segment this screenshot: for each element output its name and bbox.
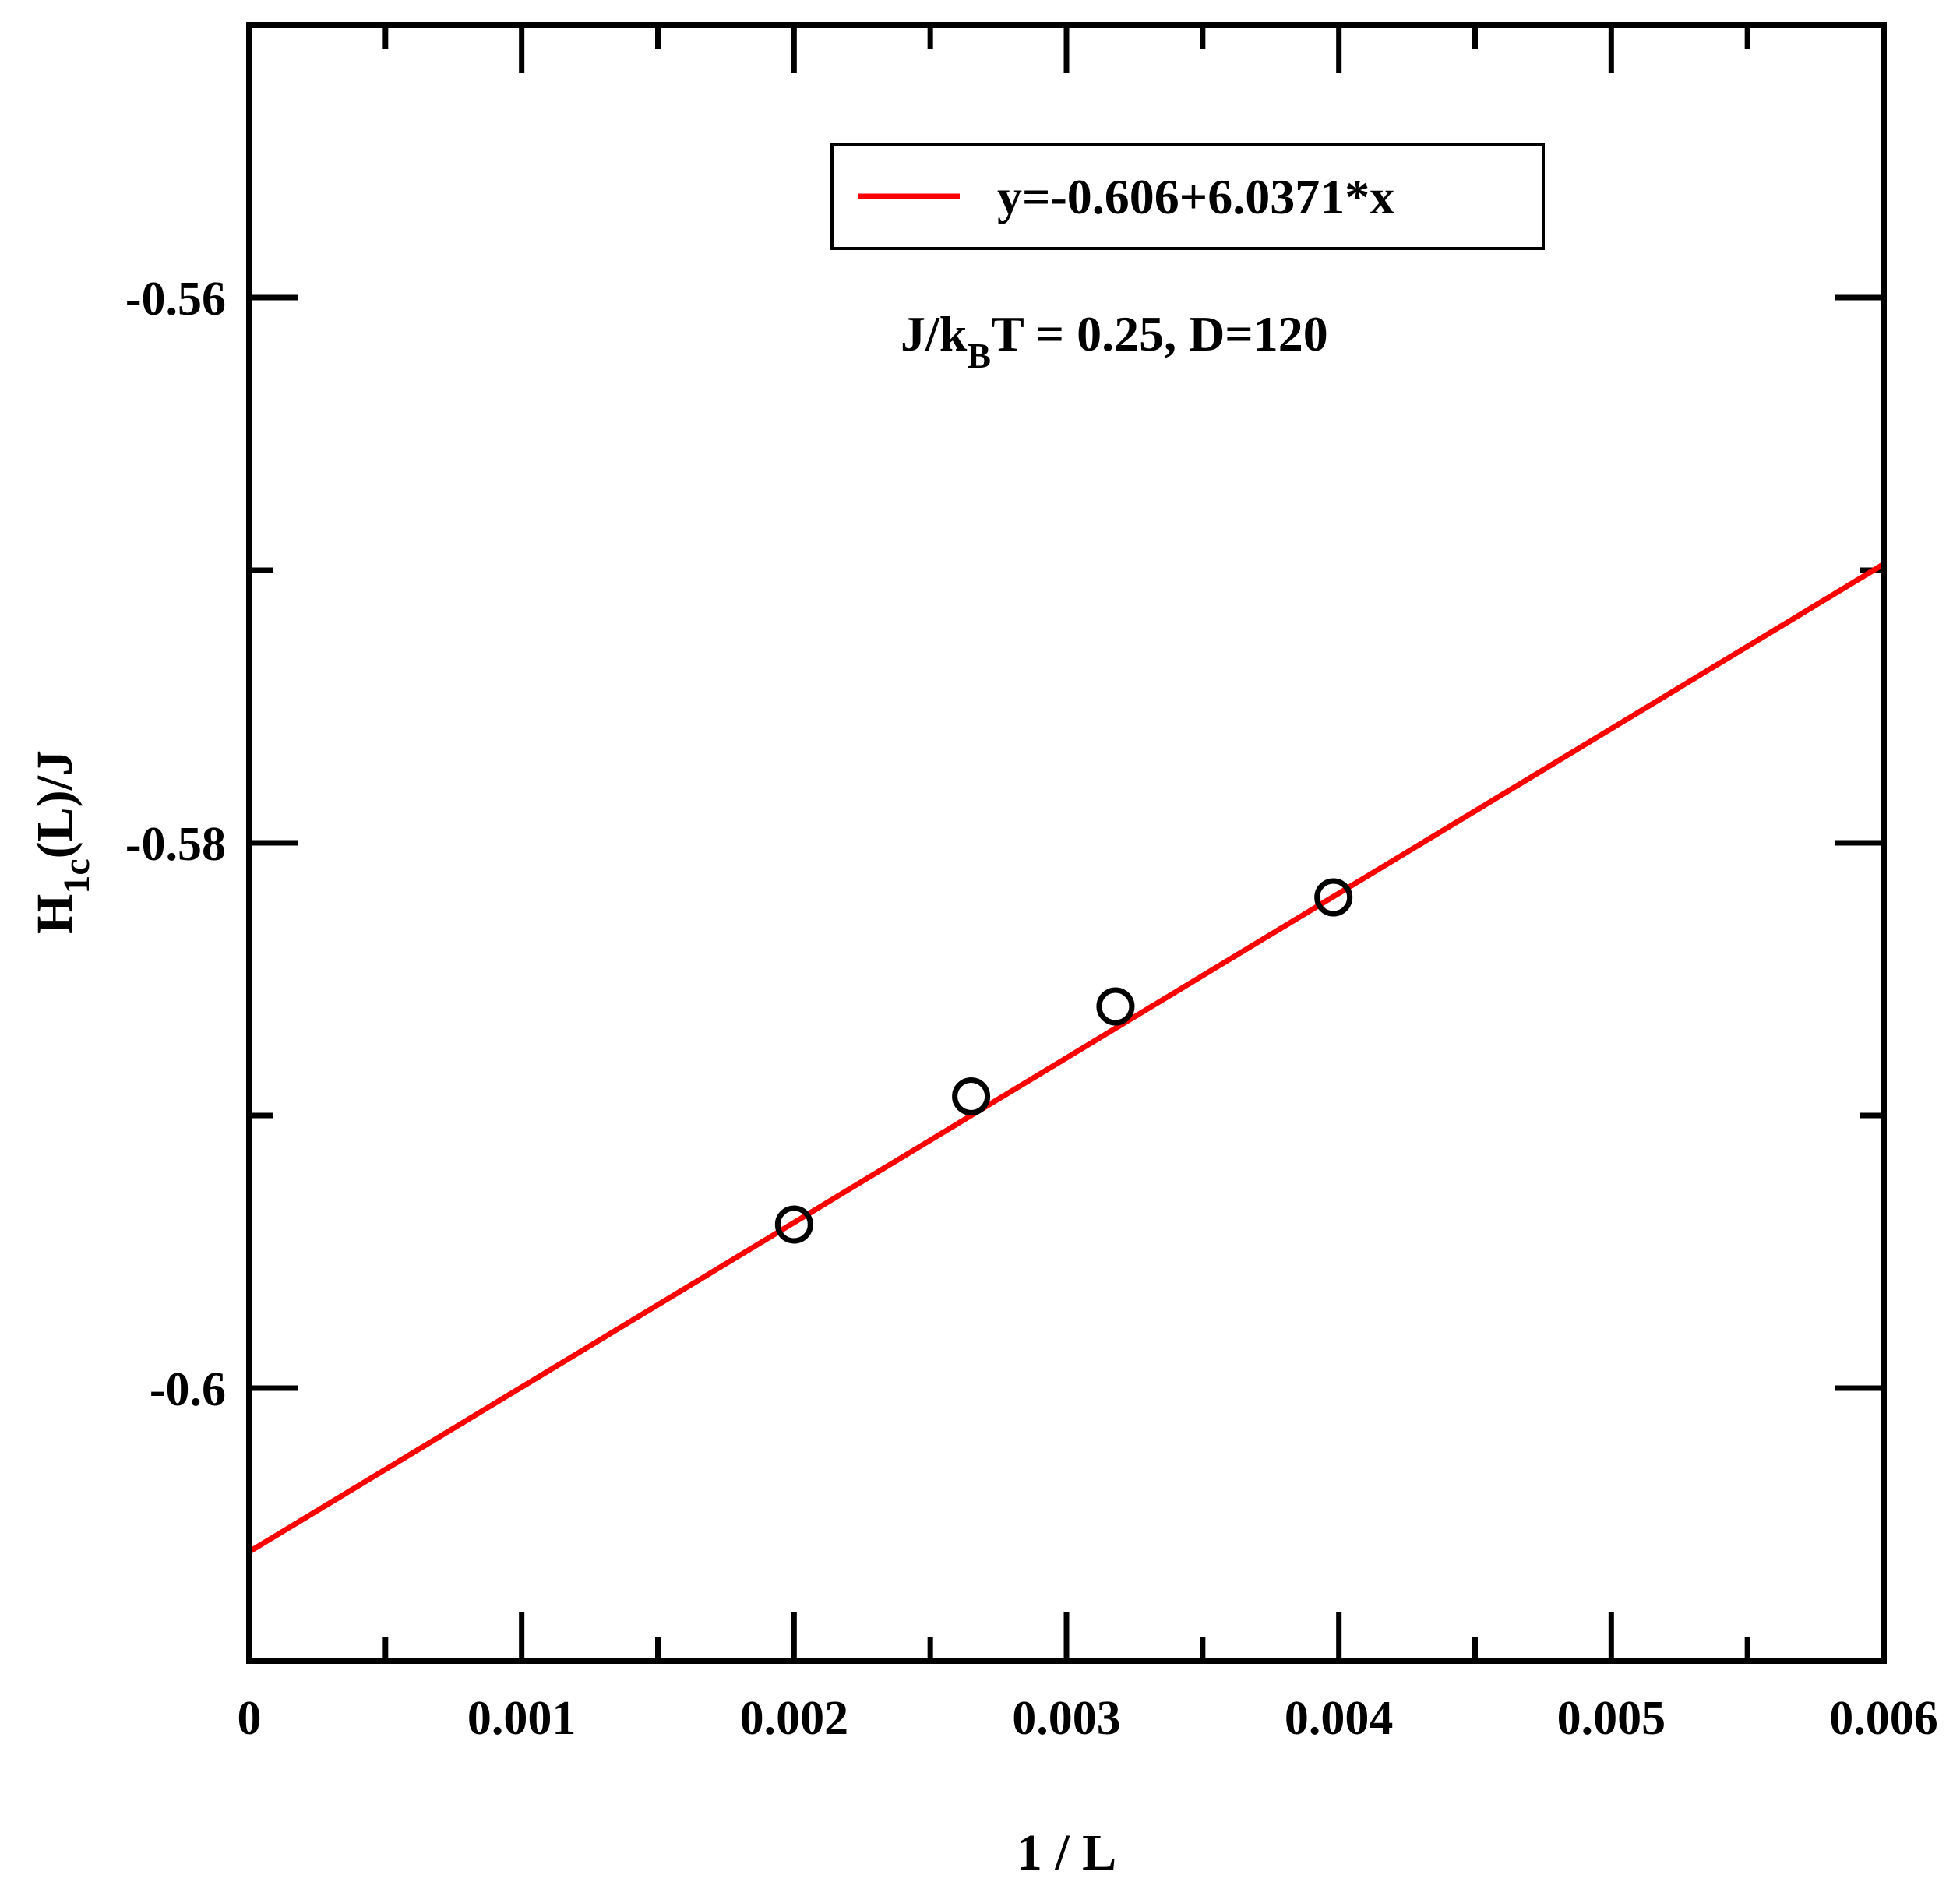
data-markers-layer (774, 878, 1353, 1244)
x-tick-label: 0.004 (1285, 1692, 1394, 1745)
parameter-annotation: J/kBT = 0.25, D=120 (901, 306, 1328, 375)
x-tick-label: 0 (238, 1692, 262, 1745)
annotation-prefix: J/k (901, 306, 968, 361)
data-point (952, 1077, 991, 1115)
y-axis-title: H1c(L)/J (26, 750, 97, 934)
y-tick-label: -0.58 (125, 818, 226, 871)
plot-frame (246, 22, 1887, 1664)
x-tick-label: 0.003 (1012, 1692, 1121, 1745)
x-tick-label: 0.006 (1829, 1692, 1938, 1745)
y-tick-label: -0.56 (125, 273, 226, 326)
x-axis-title: 1 / L (1017, 1824, 1116, 1881)
data-point (774, 1205, 813, 1244)
legend: y=-0.606+6.0371*x (830, 143, 1545, 250)
y-axis-title-rest: (L)/J (26, 750, 83, 858)
x-tick-label: 0.001 (467, 1692, 576, 1745)
x-tick-label: 0.002 (740, 1692, 849, 1745)
fit-line-layer (248, 562, 1885, 1554)
x-tick-label: 0.005 (1557, 1692, 1666, 1745)
legend-label-fit-line: y=-0.606+6.0371*x (997, 169, 1394, 224)
y-axis-title-subscript: 1c (56, 858, 97, 893)
data-point (1096, 987, 1135, 1026)
axis-tick-labels: 0 0.001 0.002 0.003 0.004 0.005 0.006 -0.56 -0.5… (125, 273, 1938, 1745)
annotation-subscript: B (967, 336, 991, 375)
y-axis-title-main: H (26, 894, 83, 934)
annotation-suffix: T = 0.25, D=120 (991, 306, 1328, 361)
fit-line (248, 562, 1885, 1554)
y-tick-label: -0.6 (150, 1363, 226, 1416)
data-point (1314, 878, 1353, 917)
